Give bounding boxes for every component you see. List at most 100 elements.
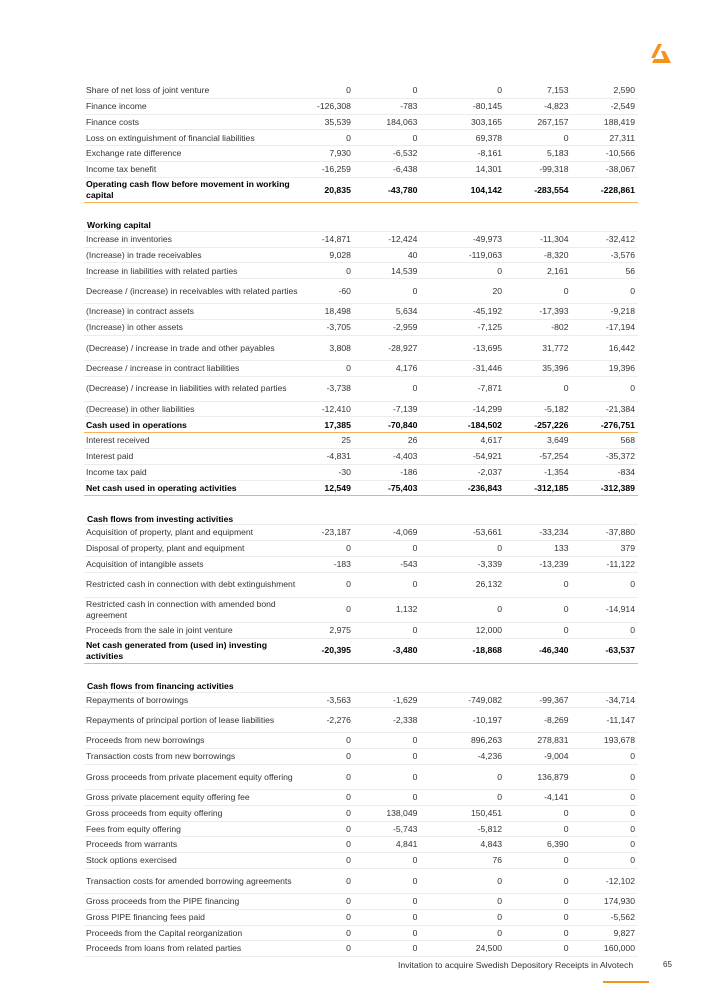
value-cell: -543 bbox=[353, 556, 421, 573]
value-cell: -126,308 bbox=[305, 98, 354, 115]
value-cell: -1,629 bbox=[353, 692, 421, 709]
value-cell: 0 bbox=[305, 805, 354, 822]
value-cell: -8,161 bbox=[420, 145, 506, 162]
value-cell: -28,927 bbox=[353, 335, 421, 361]
value-cell: -1,354 bbox=[505, 464, 572, 481]
row-label: Interest received bbox=[84, 432, 306, 449]
value-cell: -11,147 bbox=[571, 707, 638, 734]
row-label: Disposal of property, plant and equipmen… bbox=[84, 540, 306, 557]
value-cell: 0 bbox=[353, 909, 421, 926]
value-cell: 9,827 bbox=[571, 925, 638, 942]
section-heading-label: Cash flows from investing activities bbox=[84, 495, 638, 526]
value-cell: -38,067 bbox=[571, 161, 638, 178]
value-cell: 0 bbox=[305, 836, 354, 854]
row-label: Net cash used in operating activities bbox=[84, 479, 306, 497]
table-row: Stock options exercised 0 0 76 0 0 bbox=[84, 852, 638, 869]
value-cell: 2,590 bbox=[571, 83, 638, 99]
value-cell: 7,153 bbox=[505, 83, 572, 99]
value-cell: -31,446 bbox=[420, 360, 506, 377]
value-cell: 3,808 bbox=[305, 335, 354, 361]
value-cell: 136,879 bbox=[505, 764, 572, 790]
value-cell: -21,384 bbox=[571, 401, 638, 418]
value-cell: 133 bbox=[505, 540, 572, 557]
value-cell: -186 bbox=[353, 464, 421, 481]
value-cell: 0 bbox=[571, 376, 638, 402]
value-cell: 0 bbox=[571, 852, 638, 869]
table-row: Gross PIPE financing fees paid 0 0 0 0 -5,562 bbox=[84, 909, 638, 926]
value-cell: 5,634 bbox=[353, 303, 421, 320]
value-cell: 0 bbox=[420, 83, 506, 99]
table-row: Increase in liabilities with related par… bbox=[84, 262, 638, 280]
value-cell: -4,141 bbox=[505, 789, 572, 806]
value-cell: 0 bbox=[505, 925, 572, 942]
value-cell: 4,841 bbox=[353, 836, 421, 854]
row-label: (Increase) in trade receivables bbox=[84, 247, 306, 264]
value-cell: 104,142 bbox=[420, 176, 506, 203]
value-cell: 0 bbox=[571, 278, 638, 305]
row-label: Gross proceeds from the PIPE financing bbox=[84, 893, 306, 910]
value-cell: -2,037 bbox=[420, 464, 506, 481]
value-cell: 0 bbox=[505, 940, 572, 958]
value-cell: -312,389 bbox=[571, 479, 638, 497]
value-cell: 7,930 bbox=[305, 145, 354, 162]
value-cell: -9,004 bbox=[505, 748, 572, 765]
value-cell: 0 bbox=[353, 278, 421, 305]
subtotal-row: Net cash used in operating activities 12,… bbox=[84, 479, 638, 497]
value-cell: -11,304 bbox=[505, 231, 572, 248]
value-cell: -12,424 bbox=[353, 231, 421, 248]
value-cell: 160,000 bbox=[571, 940, 638, 958]
value-cell: 14,301 bbox=[420, 161, 506, 178]
value-cell: 0 bbox=[305, 360, 354, 377]
value-cell: 0 bbox=[353, 748, 421, 765]
value-cell: -4,236 bbox=[420, 748, 506, 765]
value-cell: -23,187 bbox=[305, 524, 354, 542]
row-label: Net cash generated from (used in) invest… bbox=[84, 637, 306, 664]
value-cell: 0 bbox=[571, 622, 638, 639]
value-cell: -60 bbox=[305, 278, 354, 305]
value-cell: 0 bbox=[305, 732, 354, 750]
value-cell: 76 bbox=[420, 852, 506, 869]
table-row: Restricted cash in connection with debt … bbox=[84, 572, 638, 598]
table-row: Gross proceeds from the PIPE financing 0 0… bbox=[84, 893, 638, 910]
section-heading: Working capital bbox=[84, 202, 638, 232]
table-row: (Decrease) in other liabilities -12,410 -7… bbox=[84, 401, 638, 418]
value-cell: 0 bbox=[420, 764, 506, 790]
value-cell: 0 bbox=[353, 893, 421, 910]
value-cell: 184,063 bbox=[353, 114, 421, 131]
value-cell: 12,000 bbox=[420, 622, 506, 639]
value-cell: -17,393 bbox=[505, 303, 572, 320]
value-cell: 24,500 bbox=[420, 940, 506, 958]
value-cell: 0 bbox=[305, 764, 354, 790]
value-cell: -2,276 bbox=[305, 707, 354, 734]
row-label: Restricted cash in connection with amend… bbox=[84, 597, 306, 623]
value-cell: 896,263 bbox=[420, 732, 506, 750]
value-cell: -13,695 bbox=[420, 335, 506, 361]
value-cell: 0 bbox=[305, 748, 354, 765]
row-label: Restricted cash in connection with debt … bbox=[84, 572, 306, 598]
table-row: Transaction costs for amended borrowing … bbox=[84, 868, 638, 894]
table-row: Fees from equity offering 0 -5,743 -5,812 0 0 bbox=[84, 821, 638, 838]
value-cell: -8,269 bbox=[505, 707, 572, 734]
value-cell: 0 bbox=[305, 789, 354, 806]
value-cell: -276,751 bbox=[571, 416, 638, 434]
value-cell: -53,661 bbox=[420, 524, 506, 542]
value-cell: -37,880 bbox=[571, 524, 638, 542]
value-cell: -63,537 bbox=[571, 637, 638, 664]
value-cell: 4,176 bbox=[353, 360, 421, 377]
value-cell: -99,318 bbox=[505, 161, 572, 178]
value-cell: -283,554 bbox=[505, 176, 572, 203]
table-row: (Increase) in other assets -3,705 -2,959 -7… bbox=[84, 319, 638, 336]
value-cell: 0 bbox=[571, 821, 638, 838]
section-heading-label: Working capital bbox=[84, 202, 638, 232]
value-cell: -35,372 bbox=[571, 448, 638, 465]
row-label: Gross proceeds from private placement eq… bbox=[84, 764, 306, 790]
subtotal-row: Operating cash flow before movement in w… bbox=[84, 176, 638, 203]
row-label: Income tax paid bbox=[84, 464, 306, 481]
value-cell: 0 bbox=[353, 868, 421, 894]
row-label: Interest paid bbox=[84, 448, 306, 465]
value-cell: -834 bbox=[571, 464, 638, 481]
value-cell: -5,562 bbox=[571, 909, 638, 926]
value-cell: 0 bbox=[505, 805, 572, 822]
table-row: Interest received 25 26 4,617 3,649 568 bbox=[84, 432, 638, 449]
value-cell: 0 bbox=[305, 83, 354, 99]
